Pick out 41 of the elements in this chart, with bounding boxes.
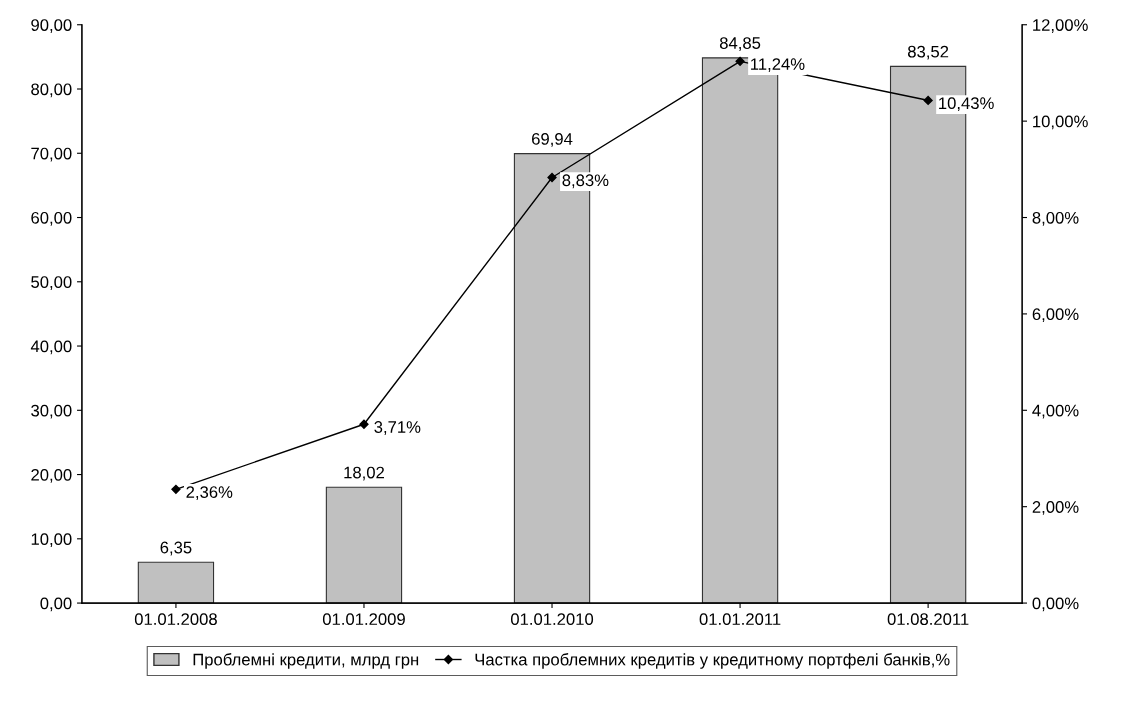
data-label: 2,36% [186,486,233,500]
y-tick-label: 0,00 [40,597,72,612]
y2-tick-label: 0,00% [1032,597,1079,612]
y-tick-label: 70,00 [31,147,72,162]
y2-tick-label: 2,00% [1032,501,1079,515]
x-tick-label: 01.08.2011 [887,613,969,626]
data-label: 69,94 [532,133,573,147]
y2-tick-label: 4,00% [1032,404,1079,419]
point [359,419,369,429]
point [923,95,933,106]
y2-tick-label: 8,00% [1032,211,1079,226]
bar [325,486,403,604]
data-label: 10,43% [939,97,994,112]
data-label: 83,52 [907,45,949,60]
legend-label: Проблемні кредити, млрд грн [193,653,419,669]
data-label: 11,24% [751,58,805,72]
point [547,172,557,183]
bar [137,561,215,604]
y-tick-label: 20,00 [31,468,72,483]
y-tick-label: 30,00 [31,404,72,419]
y2-tick-label: 12,00% [1033,19,1088,33]
data-label: 8,83% [562,174,609,189]
y-tick-label: 50,00 [31,276,72,290]
y-tick-label: 40,00 [30,340,72,355]
x-tick-label: 01.01.2011 [699,613,781,626]
y-tick-label: 80,00 [31,83,72,98]
y-tick-label: 10,00 [31,533,72,547]
x-tick-label: 01.01.2008 [134,613,217,626]
y-tick-label: 60,00 [31,211,72,226]
data-label: 18,02 [344,466,384,481]
y-tick-label: 90,00 [31,19,72,33]
y2-tick-label: 10,00% [1033,115,1088,130]
data-label: 3,71% [374,421,421,435]
data-label: 6,35 [160,541,192,556]
data-label: 84,85 [719,37,761,51]
point [171,484,181,494]
legend-label: Частка проблемних кредитів у кредитному портфелі банків,% [475,653,950,669]
x-tick-label: 01.01.2010 [510,613,594,626]
x-tick-label: 01.01.2009 [322,613,405,626]
y2-tick-label: 6,00% [1032,308,1079,323]
point [735,56,745,66]
